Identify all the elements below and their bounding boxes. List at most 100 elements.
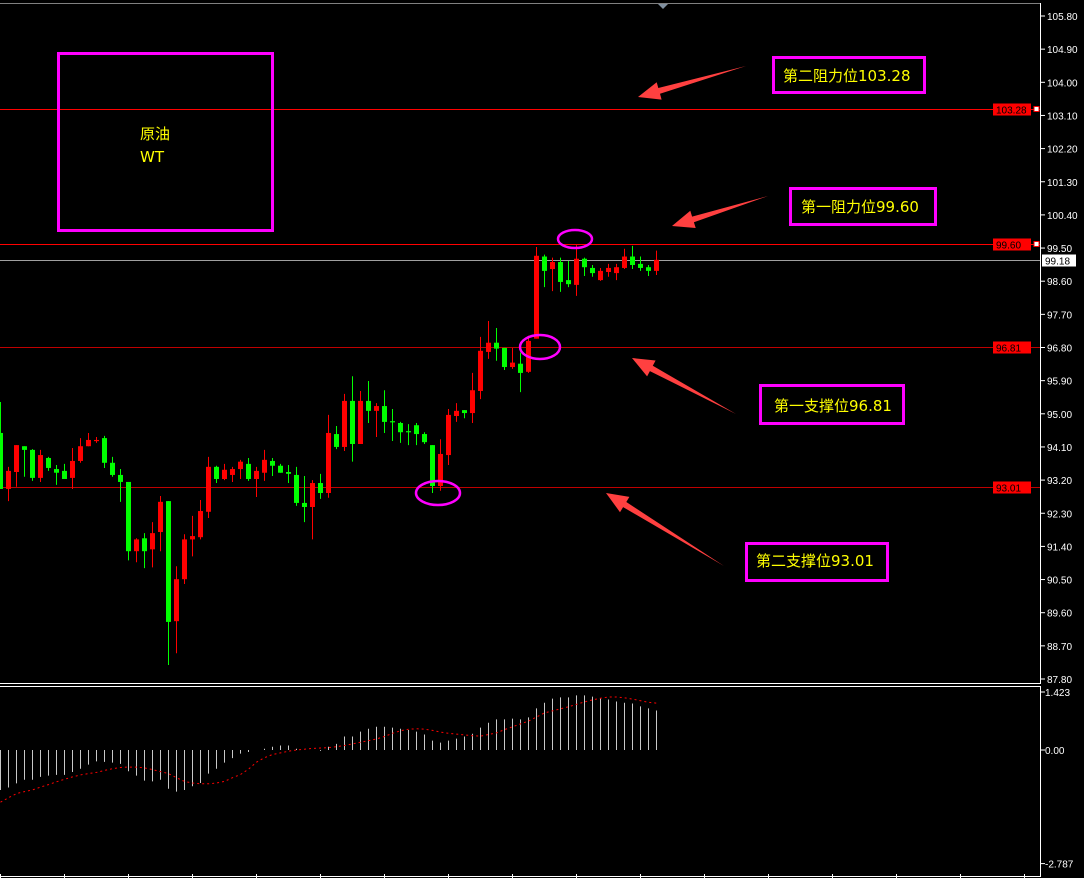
candle-down (414, 423, 419, 446)
candle-body (598, 270, 603, 281)
candle-up (486, 320, 491, 359)
candle-body (558, 262, 563, 282)
price-tick-label: 94.10 (1047, 443, 1072, 454)
candle-body (414, 425, 419, 435)
candle-up (446, 409, 451, 465)
candle-down (350, 376, 355, 462)
candle-down (430, 445, 435, 493)
level-price-tag-label: 96.81 (996, 344, 1021, 355)
candle-body (230, 469, 235, 475)
label-support-2: 第二支撑位93.01 (756, 552, 874, 570)
candle-body (102, 438, 107, 463)
price-tick-label: 104.00 (1047, 78, 1078, 89)
candle-body (654, 259, 659, 271)
candle-body (510, 362, 515, 368)
level-handle-icon (1033, 106, 1040, 112)
candle-up (78, 438, 83, 463)
price-tick-label: 91.40 (1047, 542, 1072, 553)
current-price-tag-label: 99.18 (1045, 257, 1070, 268)
candle-body (94, 439, 99, 442)
candle-body (22, 446, 27, 450)
price-tick-label: 98.60 (1047, 277, 1072, 288)
candle-body (582, 258, 587, 268)
candle-body (54, 469, 59, 473)
candle-down (294, 466, 299, 506)
title-box-line2: WT (140, 148, 165, 166)
level-tags: 103.28 99.60 96.81 93.01 (993, 103, 1031, 495)
candle-up (310, 480, 315, 540)
candle-down (46, 456, 51, 471)
price-tick-label: 99.50 (1047, 244, 1072, 255)
candle-body (334, 434, 339, 447)
label-box-support-2[interactable] (745, 542, 889, 582)
highlight-ellipse-breakout[interactable] (518, 333, 562, 361)
label-box-resistance-1[interactable] (789, 187, 937, 226)
candle-down (406, 424, 411, 446)
title-box[interactable] (57, 52, 274, 232)
price-tick-label: 103.10 (1047, 111, 1078, 122)
chart-shift-marker-icon[interactable] (658, 4, 668, 9)
candle-body (190, 536, 195, 540)
candle-body (174, 579, 179, 622)
price-axis: 105.80 104.90 104.00 103.10 102.20 101.30 100.… (1041, 12, 1078, 686)
candle-body (454, 410, 459, 417)
candle-up (574, 245, 579, 296)
candle-body (390, 421, 395, 423)
candle-up (622, 248, 627, 270)
price-tick-label: 100.40 (1047, 211, 1078, 222)
candle-up (230, 466, 235, 482)
macd-tick-label: 1.423 (1045, 688, 1070, 699)
candle-down (558, 257, 563, 292)
candle-body (566, 280, 571, 285)
candle-body (542, 256, 547, 271)
candle-down (54, 464, 59, 485)
candle-body (0, 432, 3, 489)
candle-up (6, 466, 11, 502)
candle-down (126, 481, 131, 561)
level-price-tag (993, 341, 1031, 354)
candle-body (342, 400, 347, 447)
candle-up (326, 414, 331, 498)
level-price-tag-label: 103.28 (996, 106, 1027, 117)
candle-body (606, 267, 611, 272)
highlight-ellipse-low[interactable] (414, 479, 462, 507)
candle-body (118, 474, 123, 482)
annotations: 原油 WT 第二阻力位103.28 第一阻力位99.60 第一支撑位96.81 … (57, 52, 937, 582)
candle-down (382, 390, 387, 433)
candle-down (110, 456, 115, 477)
price-tick-label: 95.00 (1047, 410, 1072, 421)
candle-down (582, 257, 587, 277)
candle-body (302, 502, 307, 507)
candle-body (38, 455, 43, 478)
candle-up (190, 515, 195, 557)
candle-up (606, 263, 611, 277)
candle-body (182, 539, 187, 580)
arrow-icon (638, 66, 746, 100)
candle-body (374, 406, 379, 411)
candle-down (590, 264, 595, 277)
label-box-support-1[interactable] (759, 384, 905, 425)
price-tick-label: 101.30 (1047, 178, 1078, 189)
macd-tick-label: -2.787 (1045, 860, 1074, 871)
candle-down (366, 381, 371, 424)
candle-up (94, 437, 99, 443)
candle-up (374, 403, 379, 438)
candle-down (318, 473, 323, 499)
highlight-ellipse-high[interactable] (556, 228, 594, 250)
candle-down (0, 402, 3, 489)
level-price-tag-label: 99.60 (996, 241, 1021, 252)
candle-body (310, 483, 315, 507)
candle-up (198, 499, 203, 540)
candle-body (398, 423, 403, 433)
candle-down (390, 409, 395, 442)
level-price-tag (993, 238, 1031, 251)
candle-body (486, 342, 491, 352)
candle-body (534, 255, 539, 339)
candle-down (646, 264, 651, 277)
label-box-resistance-2[interactable] (772, 56, 926, 94)
level-price-tag (993, 481, 1031, 494)
candle-up (470, 372, 475, 424)
candle-body (206, 466, 211, 512)
candle-up (614, 263, 619, 281)
